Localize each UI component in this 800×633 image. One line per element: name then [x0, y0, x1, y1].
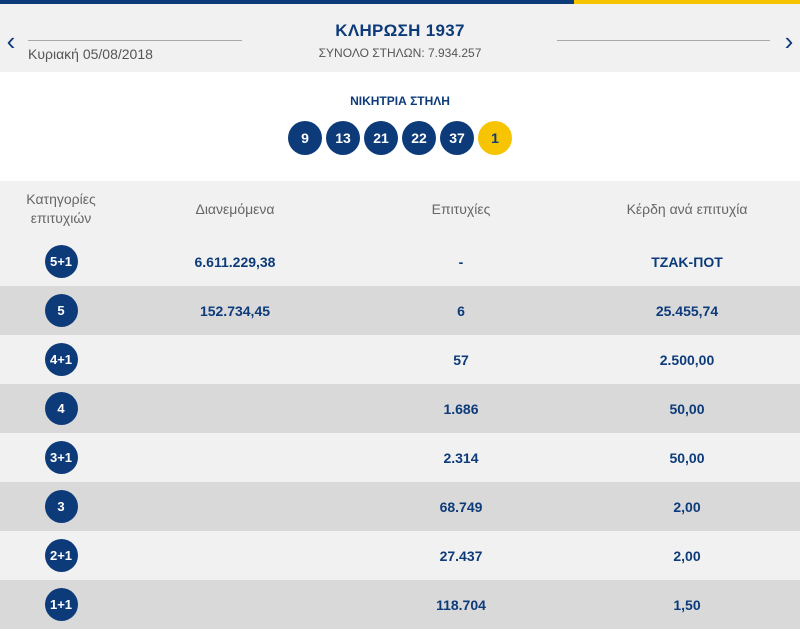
header-category-line2: επιτυχιών [30, 210, 92, 226]
winning-numbers: 9 13 21 22 37 1 [288, 121, 512, 155]
winners-value: 1.686 [443, 400, 479, 417]
top-accent-blue [0, 0, 574, 4]
header-distributed: Διανεμόμενα [195, 200, 275, 217]
category-badge: 2+1 [44, 539, 78, 572]
joker-ball: 1 [478, 121, 512, 155]
prize-value: 2,00 [673, 498, 701, 515]
header-winners: Επιτυχίες [431, 200, 491, 217]
winners-value: 118.704 [436, 596, 486, 613]
winners-value: 57 [453, 351, 469, 368]
distributed-value [122, 384, 348, 433]
distributed-value [122, 482, 348, 531]
table-row: 5+1 6.611.229,38 - ΤΖΑΚ-ΠΟΤ [0, 237, 800, 286]
category-badge: 5+1 [44, 245, 78, 278]
number-ball: 13 [326, 121, 360, 155]
header-category: Κατηγορίες επιτυχιών [0, 181, 122, 237]
number-ball: 22 [402, 121, 436, 155]
number-ball: 9 [288, 121, 322, 155]
draw-title: ΚΛΗΡΩΣΗ 1937 [335, 21, 465, 40]
category-badge: 4 [44, 392, 78, 425]
table-row: 5 152.734,45 6 25.455,74 [0, 286, 800, 335]
distributed-value [122, 335, 348, 384]
distributed-value [122, 433, 348, 482]
prize-value: 50,00 [669, 449, 705, 466]
top-accent-bar [0, 0, 800, 4]
category-badge: 4+1 [44, 343, 78, 376]
category-badge: 3+1 [44, 441, 78, 474]
divider-left [28, 40, 242, 41]
top-accent-yellow [574, 0, 800, 4]
table-row: 4 1.686 50,00 [0, 384, 800, 433]
winners-value: 2.314 [443, 449, 479, 466]
draw-date: Κυριακή 05/08/2018 [28, 46, 153, 62]
prize-value: 2.500,00 [659, 351, 715, 368]
total-columns: ΣΥΝΟΛΟ ΣΤΗΛΩΝ: 7.934.257 [318, 46, 482, 60]
category-badge: 1+1 [44, 588, 78, 621]
prize-value: 50,00 [669, 400, 705, 417]
distributed-value: 152.734,45 [199, 302, 271, 319]
table-row: 2+1 27.437 2,00 [0, 531, 800, 580]
results-table: Κατηγορίες επιτυχιών Διανεμόμενα Επιτυχί… [0, 181, 800, 629]
divider-right [557, 40, 770, 41]
winners-value: 27.437 [439, 547, 483, 564]
winners-value: 6 [457, 302, 465, 319]
distributed-value: 6.611.229,38 [194, 253, 276, 270]
prize-value: 1,50 [673, 596, 701, 613]
category-badge: 3 [44, 490, 78, 523]
chevron-right-icon[interactable]: › [784, 26, 794, 56]
table-row: 3+1 2.314 50,00 [0, 433, 800, 482]
prize-value: ΤΖΑΚ-ΠΟΤ [651, 253, 723, 270]
winners-value: - [458, 253, 464, 270]
winners-value: 68.749 [439, 498, 483, 515]
winning-column-label: ΝΙΚΗΤΡΙΑ ΣΤΗΛΗ [350, 94, 450, 108]
prize-value: 25.455,74 [655, 302, 719, 319]
table-header: Κατηγορίες επιτυχιών Διανεμόμενα Επιτυχί… [0, 181, 800, 237]
number-ball: 37 [440, 121, 474, 155]
distributed-value [122, 580, 348, 629]
table-row: 3 68.749 2,00 [0, 482, 800, 531]
distributed-value [122, 531, 348, 580]
number-ball: 21 [364, 121, 398, 155]
chevron-left-icon[interactable]: ‹ [6, 26, 16, 56]
table-row: 1+1 118.704 1,50 [0, 580, 800, 629]
table-row: 4+1 57 2.500,00 [0, 335, 800, 384]
category-badge: 5 [44, 294, 78, 327]
prize-value: 2,00 [673, 547, 701, 564]
draw-header: ‹ Κυριακή 05/08/2018 ΚΛΗΡΩΣΗ 1937 ΣΥΝΟΛΟ… [0, 4, 800, 72]
header-prize: Κέρδη ανά επιτυχία [626, 200, 748, 217]
header-category-line1: Κατηγορίες [26, 191, 96, 207]
